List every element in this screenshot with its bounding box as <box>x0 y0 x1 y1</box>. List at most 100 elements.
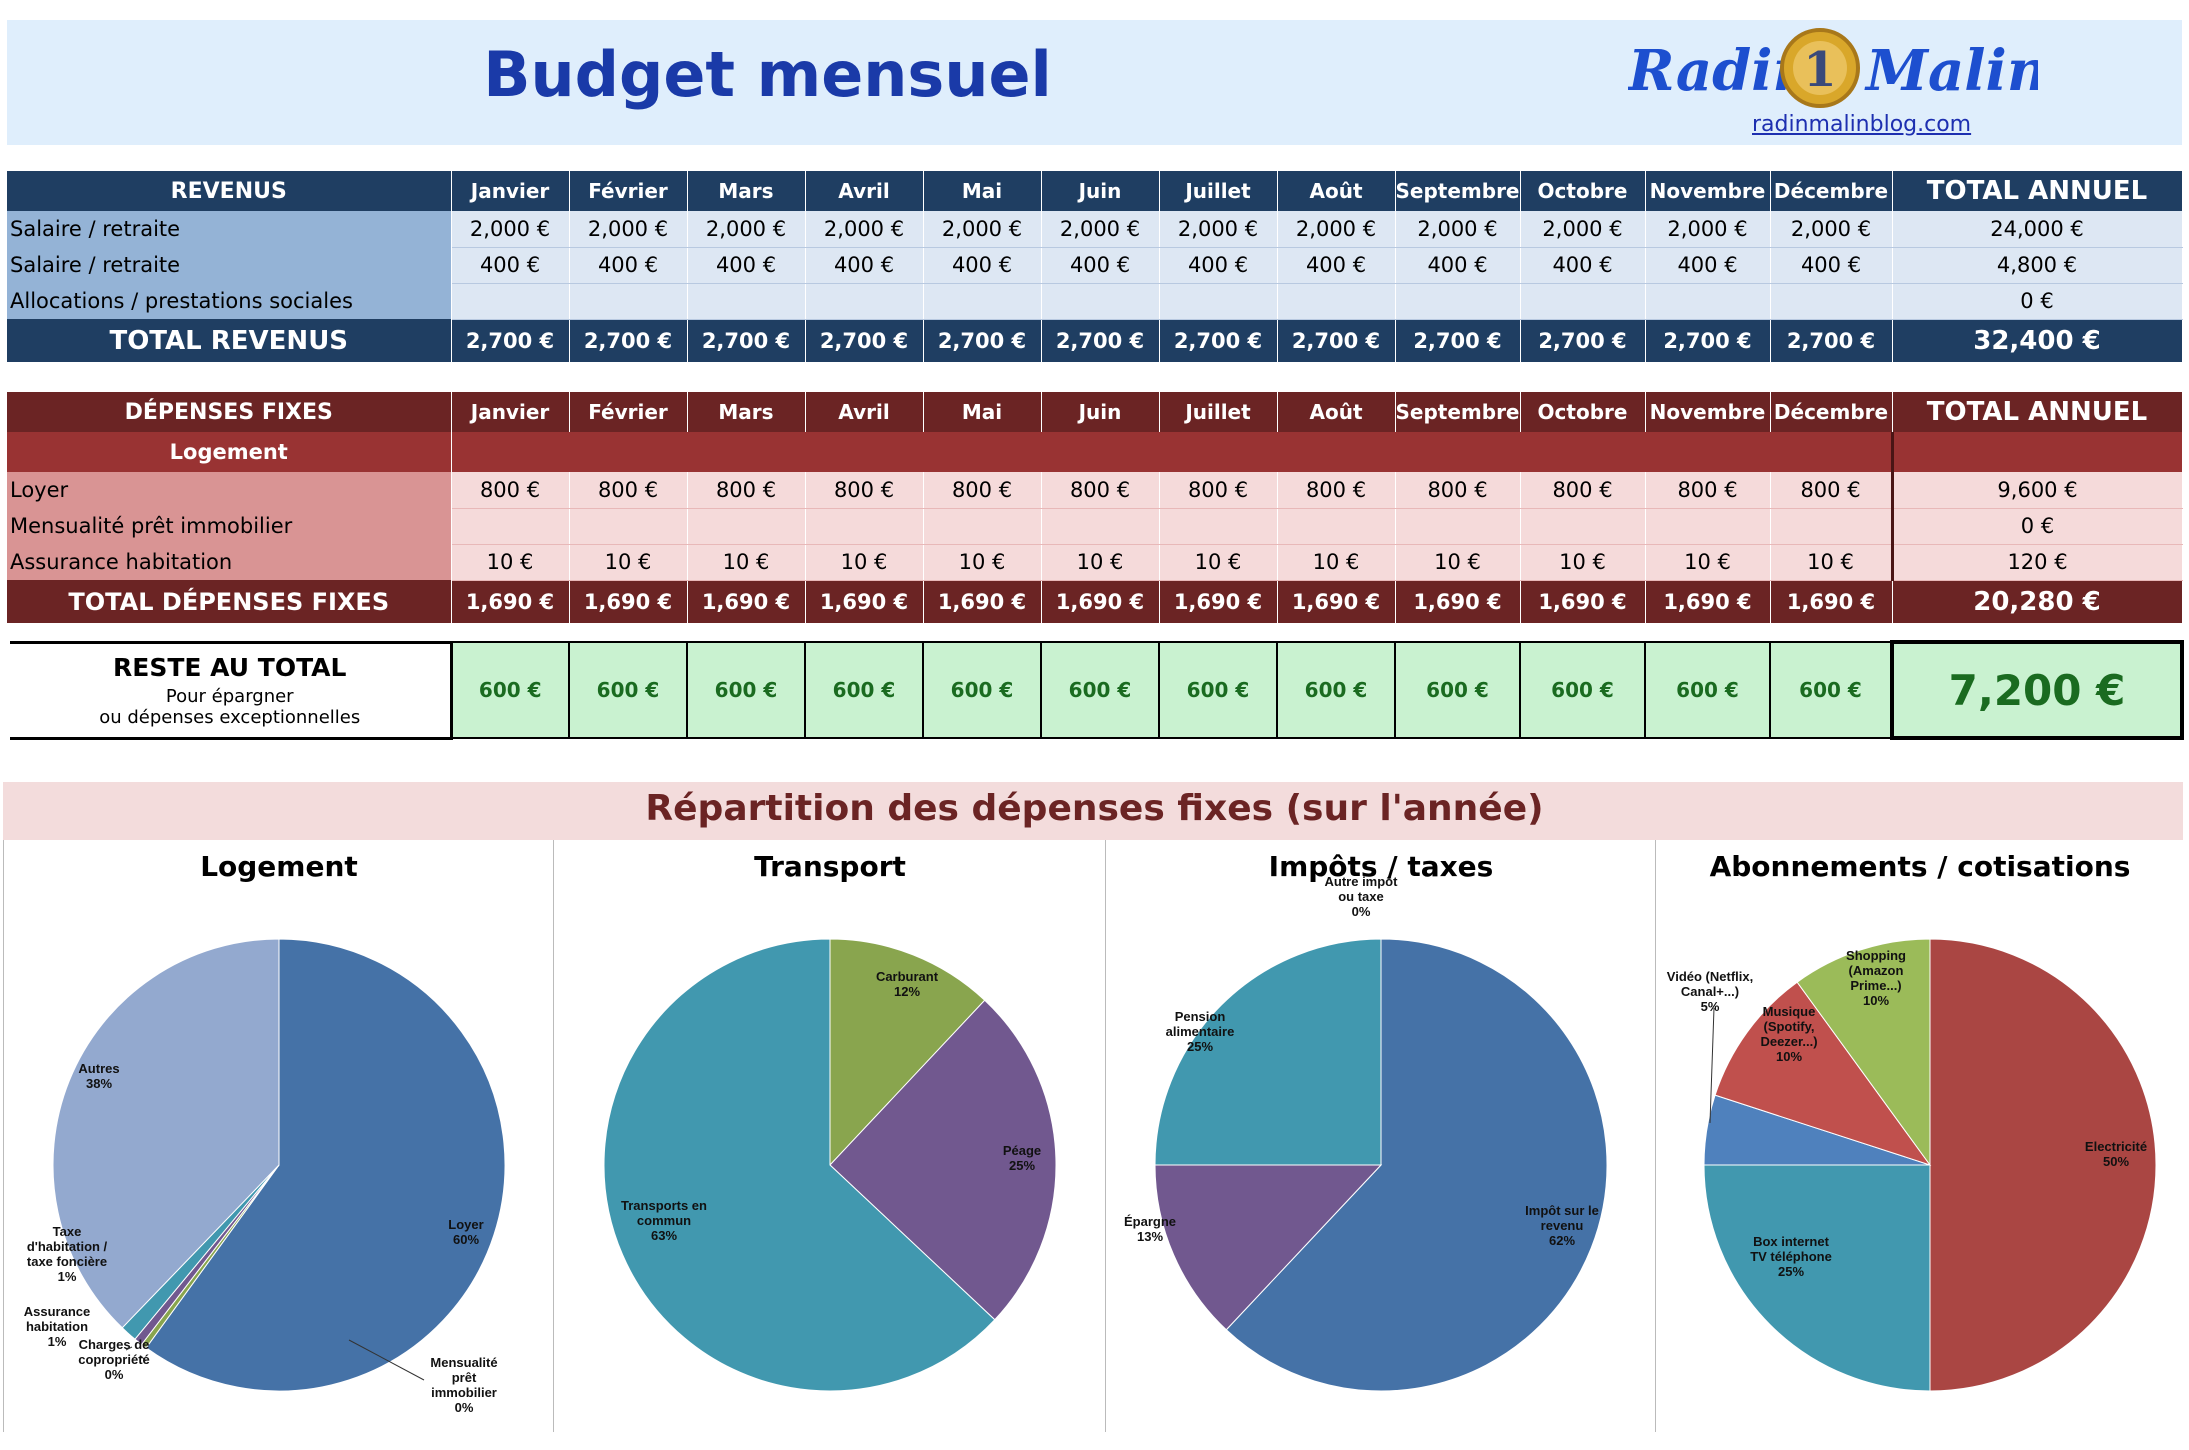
input-cell[interactable] <box>1520 283 1646 320</box>
section-fill-total <box>1890 432 2183 472</box>
input-cell[interactable] <box>569 283 688 320</box>
input-cell[interactable]: 400 € <box>687 247 806 284</box>
label-line: 10% <box>1863 993 1889 1008</box>
input-cell[interactable]: 10 € <box>1041 544 1160 581</box>
input-cell[interactable]: 2,000 € <box>923 211 1042 248</box>
input-cell[interactable]: 400 € <box>1520 247 1646 284</box>
pie-slice-label: Pension alimentaire 25% <box>1166 1009 1235 1054</box>
input-cell[interactable]: 10 € <box>923 544 1042 581</box>
input-cell[interactable]: 2,000 € <box>1395 211 1521 248</box>
site-link[interactable]: radinmalinblog.com <box>1752 112 1972 137</box>
input-cell[interactable]: 400 € <box>1277 247 1396 284</box>
input-cell[interactable]: 400 € <box>1770 247 1893 284</box>
pie-slice <box>1703 1164 1931 1392</box>
label-line: 60% <box>453 1232 479 1247</box>
input-cell[interactable] <box>1770 283 1893 320</box>
input-cell[interactable]: 10 € <box>1770 544 1893 581</box>
total-cell: 1,690 € <box>1159 580 1278 623</box>
input-cell[interactable] <box>569 508 688 545</box>
repartition-banner <box>3 782 2183 840</box>
label-line: 25% <box>1187 1039 1213 1054</box>
input-cell[interactable] <box>687 283 806 320</box>
input-cell[interactable]: 800 € <box>1770 472 1893 509</box>
label-line: Péage <box>1003 1143 1041 1158</box>
input-cell[interactable] <box>1159 508 1278 545</box>
pie-slice <box>1929 938 2157 1392</box>
month-header: Octobre <box>1520 392 1646 432</box>
pie-slice <box>603 938 996 1392</box>
input-cell[interactable] <box>1395 508 1521 545</box>
input-cell[interactable]: 800 € <box>569 472 688 509</box>
label-line: 25% <box>1778 1264 1804 1279</box>
input-cell[interactable]: 2,000 € <box>1277 211 1396 248</box>
input-cell[interactable] <box>1645 283 1771 320</box>
input-cell[interactable]: 800 € <box>1041 472 1160 509</box>
input-cell[interactable] <box>923 508 1042 545</box>
month-header: Novembre <box>1645 171 1771 211</box>
input-cell[interactable] <box>1770 508 1893 545</box>
input-cell[interactable]: 10 € <box>1520 544 1646 581</box>
depenses-table: DÉPENSES FIXES Janvier Février Mars Avri… <box>7 392 2183 623</box>
input-cell[interactable]: 400 € <box>923 247 1042 284</box>
pie-panel-abonnements: Abonnements / cotisations Electricité 50%… <box>1655 840 2184 1432</box>
input-cell[interactable]: 800 € <box>923 472 1042 509</box>
input-cell[interactable] <box>1159 283 1278 320</box>
input-cell[interactable] <box>451 508 570 545</box>
input-cell[interactable]: 10 € <box>805 544 924 581</box>
input-cell[interactable]: 2,000 € <box>451 211 570 248</box>
input-cell[interactable] <box>805 508 924 545</box>
total-depenses-row: TOTAL DÉPENSES FIXES 1,690 € 1,690 € 1,6… <box>7 580 2183 623</box>
input-cell[interactable]: 400 € <box>569 247 688 284</box>
input-cell[interactable]: 2,000 € <box>805 211 924 248</box>
input-cell[interactable]: 2,000 € <box>1770 211 1893 248</box>
input-cell[interactable]: 2,000 € <box>1520 211 1646 248</box>
month-header: Décembre <box>1770 392 1893 432</box>
reste-cell: 600 € <box>1040 641 1160 739</box>
input-cell[interactable]: 2,000 € <box>1041 211 1160 248</box>
input-cell[interactable] <box>1041 283 1160 320</box>
input-cell[interactable]: 10 € <box>451 544 570 581</box>
input-cell[interactable]: 800 € <box>1520 472 1646 509</box>
input-cell[interactable]: 2,000 € <box>687 211 806 248</box>
input-cell[interactable]: 400 € <box>805 247 924 284</box>
input-cell[interactable]: 10 € <box>1395 544 1521 581</box>
input-cell[interactable]: 800 € <box>1395 472 1521 509</box>
input-cell[interactable]: 10 € <box>569 544 688 581</box>
input-cell[interactable] <box>1645 508 1771 545</box>
total-cell: 2,700 € <box>923 319 1042 362</box>
label-line: alimentaire <box>1166 1024 1235 1039</box>
input-cell[interactable]: 10 € <box>1645 544 1771 581</box>
input-cell[interactable]: 800 € <box>1159 472 1278 509</box>
input-cell[interactable] <box>451 283 570 320</box>
input-cell[interactable] <box>923 283 1042 320</box>
input-cell[interactable] <box>1395 283 1521 320</box>
input-cell[interactable]: 800 € <box>1277 472 1396 509</box>
input-cell[interactable]: 2,000 € <box>1645 211 1771 248</box>
input-cell[interactable] <box>1277 508 1396 545</box>
input-cell[interactable]: 10 € <box>1159 544 1278 581</box>
input-cell[interactable] <box>1041 508 1160 545</box>
row-label: Allocations / prestations sociales <box>7 283 452 319</box>
input-cell[interactable]: 400 € <box>1159 247 1278 284</box>
input-cell[interactable]: 800 € <box>1645 472 1771 509</box>
reste-row: RESTE AU TOTAL Pour épargner ou dépenses… <box>10 640 2184 740</box>
input-cell[interactable] <box>687 508 806 545</box>
input-cell[interactable]: 400 € <box>1041 247 1160 284</box>
total-cell: 2,700 € <box>1395 319 1521 362</box>
input-cell[interactable]: 400 € <box>1395 247 1521 284</box>
total-cell: 1,690 € <box>805 580 924 623</box>
input-cell[interactable]: 800 € <box>451 472 570 509</box>
input-cell[interactable] <box>1277 283 1396 320</box>
input-cell[interactable] <box>805 283 924 320</box>
input-cell[interactable]: 400 € <box>451 247 570 284</box>
input-cell[interactable]: 2,000 € <box>1159 211 1278 248</box>
label-line: Transports en <box>621 1198 707 1213</box>
input-cell[interactable] <box>1520 508 1646 545</box>
input-cell[interactable]: 10 € <box>687 544 806 581</box>
input-cell[interactable]: 400 € <box>1645 247 1771 284</box>
input-cell[interactable]: 10 € <box>1277 544 1396 581</box>
input-cell[interactable]: 800 € <box>687 472 806 509</box>
label-leader-line <box>140 1355 147 1362</box>
input-cell[interactable]: 2,000 € <box>569 211 688 248</box>
input-cell[interactable]: 800 € <box>805 472 924 509</box>
